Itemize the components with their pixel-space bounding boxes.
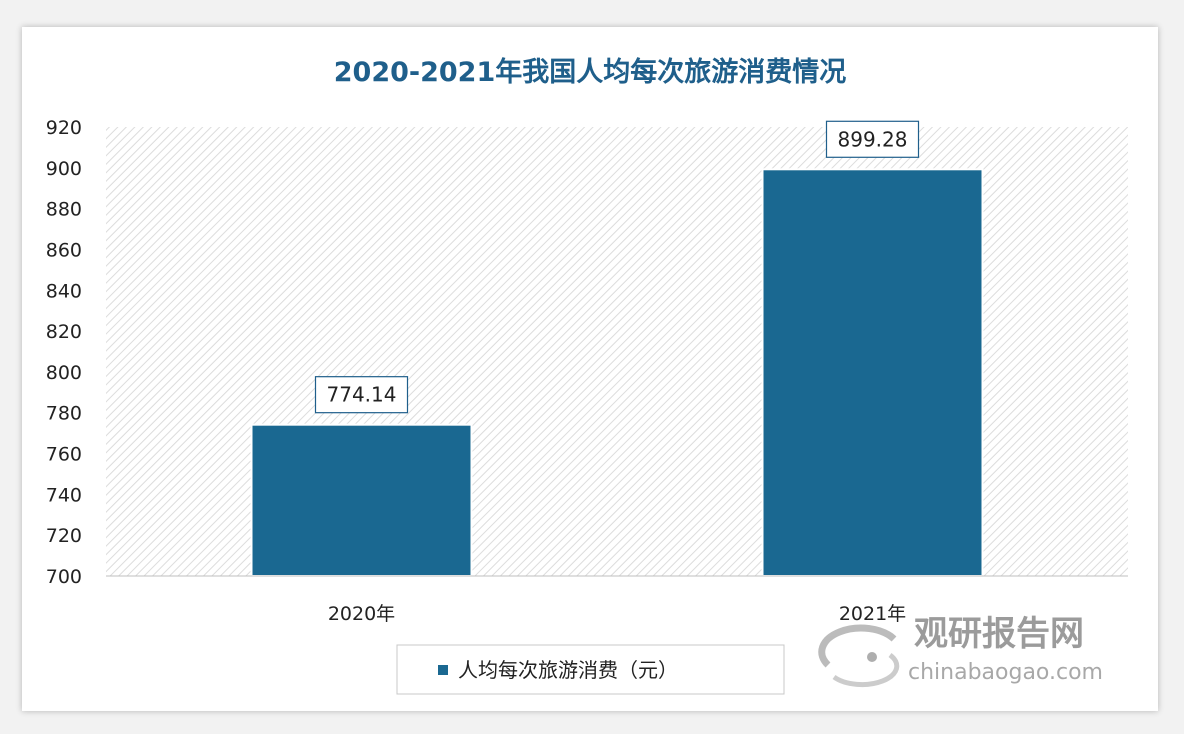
x-tick-label: 2020年: [328, 603, 395, 625]
watermark-logo-icon: [818, 624, 900, 688]
data-label-box: [825, 120, 920, 158]
x-axis: 2020年 2021年: [328, 603, 906, 625]
legend-swatch: [438, 665, 448, 675]
y-axis: 700 720 740 760 780 800 820 840 860 880 900 920: [46, 117, 82, 588]
legend-label: 人均每次旅游消费（元）: [458, 658, 678, 682]
bars-group: [250, 168, 984, 578]
y-tick-label: 700: [46, 566, 82, 588]
y-tick-label: 760: [46, 444, 82, 466]
bar-chart: 2020-2021年我国人均每次旅游消费情况 700 720 740 760 780 80…: [46, 56, 1128, 695]
legend: 人均每次旅游消费（元）: [396, 644, 785, 695]
y-tick-label: 820: [46, 321, 82, 343]
data-labels-group: 774.14 899.28: [314, 120, 920, 414]
y-tick-label: 900: [46, 158, 82, 180]
y-tick-label: 780: [46, 403, 82, 425]
bar: [250, 423, 473, 578]
watermark: 观研报告网 chinabaogao.com: [818, 614, 1103, 688]
data-label: 774.14: [327, 383, 397, 407]
legend-box: [396, 644, 785, 695]
y-tick-label: 720: [46, 525, 82, 547]
bar: [761, 168, 984, 578]
data-label: 899.28: [838, 127, 908, 151]
y-tick-label: 840: [46, 280, 82, 302]
y-tick-label: 860: [46, 239, 82, 261]
y-tick-label: 800: [46, 362, 82, 384]
watermark-domain: chinabaogao.com: [908, 660, 1103, 685]
chart-card: 2020-2021年我国人均每次旅游消费情况 700 720 740 760 780 80…: [22, 27, 1158, 711]
y-tick-label: 740: [46, 484, 82, 506]
watermark-brand: 观研报告网: [914, 614, 1084, 654]
data-label-box: [314, 376, 409, 414]
y-tick-label: 920: [46, 117, 82, 139]
y-tick-label: 880: [46, 199, 82, 221]
x-tick-label: 2021年: [839, 603, 906, 625]
chart-title: 2020-2021年我国人均每次旅游消费情况: [334, 56, 847, 88]
